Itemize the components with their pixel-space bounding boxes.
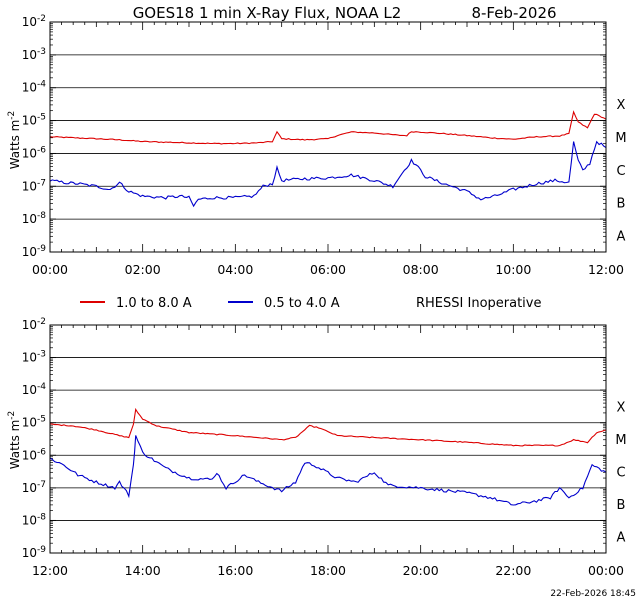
panel-top: 10-910-810-710-610-510-410-310-200:00 02:… [22,14,627,277]
chart-date: 8-Feb-2026 [471,4,556,22]
x-tick-label-top: 08:00 [403,262,439,277]
y-tick-exponent: -7 [37,178,46,188]
y-tick-base: 10 [22,318,37,332]
y-tick-base: 10 [22,416,37,430]
y-tick-label-top: 10-3 [22,47,46,62]
x-tick-label-top: 10:00 [495,262,531,277]
series-short-top [49,140,607,208]
flare-class-label-top: X [617,98,626,113]
y-tick-label-top: 10-5 [22,113,46,128]
flare-class-label-bottom: M [615,433,626,448]
flare-class-label-top: M [615,131,626,146]
y-axis-label-top-exp: -2 [7,111,17,120]
flare-class-label-top: B [617,197,626,212]
y-tick-exponent: -2 [37,14,46,24]
y-tick-label-bottom: 10-2 [22,317,46,332]
y-tick-base: 10 [22,15,37,29]
y-axis-label-top-text: Watts m [8,120,22,170]
series-short-bottom [49,435,607,506]
x-tick-label-bottom: 18:00 [310,563,346,578]
y-tick-label-bottom: 10-7 [22,480,46,495]
y-tick-base: 10 [22,146,37,160]
y-tick-base: 10 [22,245,37,259]
y-tick-exponent: -7 [37,480,46,490]
y-tick-exponent: -4 [37,80,46,90]
flare-class-label-top: C [616,164,625,179]
flare-class-label-bottom: B [617,498,626,513]
x-tick-label-top: 12:00 [588,262,624,277]
x-tick-label-top: 02:00 [125,262,161,277]
x-tick-label-bottom: 14:00 [125,563,161,578]
x-tick-label-bottom: 20:00 [403,563,439,578]
y-tick-base: 10 [22,448,37,462]
y-tick-label-bottom: 10-9 [22,545,47,560]
x-tick-label-bottom: 16:00 [217,563,253,578]
x-tick-label-top: 06:00 [310,262,346,277]
y-tick-base: 10 [22,513,37,527]
y-tick-exponent: -6 [37,447,46,457]
series-long-top [49,110,607,145]
x-tick-label-bottom: 12:00 [32,563,68,578]
y-axis-label-bottom: Watts m-2 [7,411,22,470]
y-tick-exponent: -9 [37,545,46,555]
y-tick-exponent: -3 [37,47,46,57]
y-tick-exponent: -9 [37,244,46,254]
y-tick-label-top: 10-7 [22,178,46,193]
flare-class-label-bottom: C [616,466,625,481]
x-tick-label-bottom: 00:00 [588,563,624,578]
y-tick-label-bottom: 10-8 [22,512,47,527]
y-tick-base: 10 [22,383,37,397]
y-tick-base: 10 [22,179,37,193]
y-tick-label-top: 10-2 [22,14,46,29]
y-tick-exponent: -4 [37,382,46,392]
y-tick-base: 10 [22,114,37,128]
y-tick-label-bottom: 10-4 [22,382,47,397]
plot-frame-bottom [49,324,607,554]
plot-frame-top [49,21,607,253]
y-tick-label-bottom: 10-3 [22,350,46,365]
panel-bottom: 10-910-810-710-610-510-410-310-212:00 14:… [22,317,627,578]
y-tick-exponent: -5 [37,113,46,123]
y-tick-exponent: -6 [37,145,46,155]
series-long-bottom [49,407,607,447]
y-tick-label-top: 10-8 [22,211,47,226]
x-tick-label-top: 04:00 [217,262,253,277]
y-axis-label-bottom-text: Watts m [8,420,22,470]
y-tick-label-top: 10-4 [22,80,47,95]
legend-label-long: 1.0 to 8.0 A [116,296,192,311]
chart-title: GOES18 1 min X-Ray Flux, NOAA L2 [133,4,402,22]
legend-label-short: 0.5 to 4.0 A [264,296,340,311]
y-axis-label-top: Watts m-2 [7,111,22,170]
flare-class-label-top: A [617,230,626,245]
y-tick-base: 10 [22,81,37,95]
y-tick-base: 10 [22,481,37,495]
y-tick-exponent: -3 [37,350,46,360]
flare-class-label-bottom: A [617,531,626,546]
y-tick-base: 10 [22,212,37,226]
y-tick-label-top: 10-9 [22,244,47,259]
y-tick-label-top: 10-6 [22,145,47,160]
y-tick-exponent: -8 [37,512,46,522]
chart-panels: 10-910-810-710-610-510-410-310-200:00 02:… [22,14,627,578]
flare-class-label-bottom: X [617,400,626,415]
legend-note: RHESSI Inoperative [416,296,541,311]
y-tick-label-bottom: 10-6 [22,447,47,462]
y-tick-base: 10 [22,546,37,560]
x-tick-label-top: 00:00 [32,262,68,277]
y-tick-label-bottom: 10-5 [22,415,46,430]
x-tick-label-bottom: 22:00 [495,563,531,578]
y-tick-exponent: -8 [37,211,46,221]
footer-timestamp: 22-Feb-2026 18:45 [550,589,636,599]
y-tick-base: 10 [22,48,37,62]
y-tick-exponent: -2 [37,317,46,327]
y-axis-label-bottom-exp: -2 [7,411,17,420]
y-tick-exponent: -5 [37,415,46,425]
y-tick-base: 10 [22,351,37,365]
